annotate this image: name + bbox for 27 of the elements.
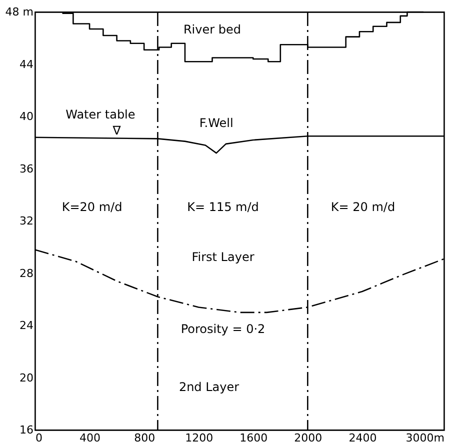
annotation: River bed [183,22,241,37]
annotation: Water table [66,108,136,122]
y-tick-label: 48 m [5,6,34,18]
x-tick-label: 0 [36,432,42,444]
y-tick-label: 24 [20,319,34,332]
x-tick-label: 1600 [240,432,268,444]
x-tick-label: 2400 [348,432,377,444]
annotation: ∇ [112,124,122,138]
x-tick-label: 800 [134,432,156,444]
y-tick-label: 20 [20,371,34,384]
annotation: K= 115 m/d [187,200,259,214]
annotation: K=20 m/d [62,200,122,214]
y-tick-label: 32 [20,214,34,228]
x-tick-label: 400 [80,432,101,444]
annotation: 2nd Layer [178,380,240,394]
y-tick-label: 16 [20,424,34,436]
y-tick-label: 36 [20,162,34,176]
y-tick-label: 40 [20,110,34,123]
x-tick-label: 3000m [406,432,444,444]
x-tick-label: 2000 [294,432,322,444]
y-tick-label: 44 [20,58,34,71]
y-tick-label: 28 [20,266,34,280]
annotation: F.Well [199,116,234,130]
annotation: K= 20 m/d [330,200,396,214]
annotation: Porosity = 0·2 [180,322,266,336]
x-tick-label: 1200 [185,432,214,444]
annotation: First Layer [192,250,254,264]
